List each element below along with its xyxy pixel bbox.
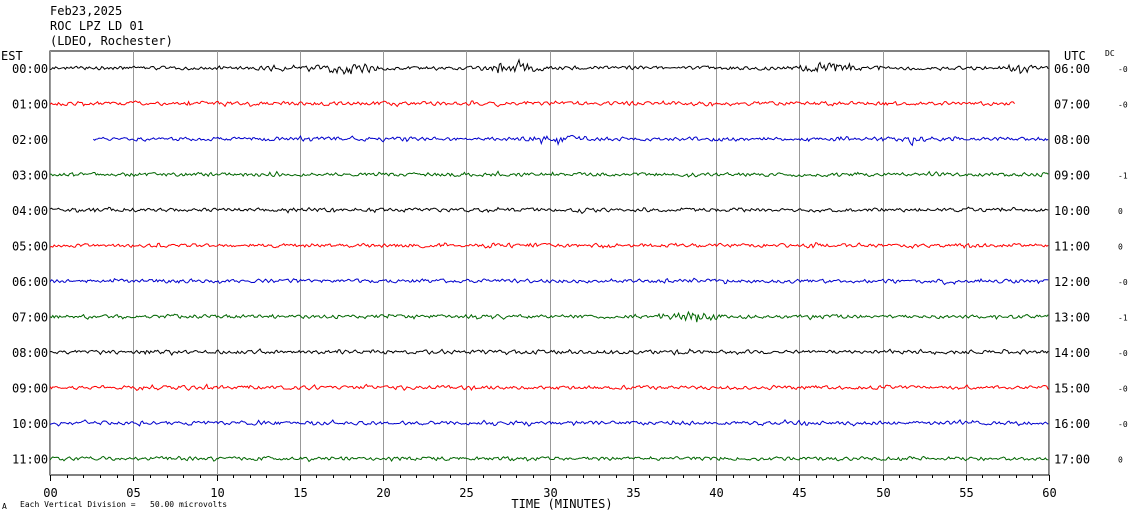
trace-0700 bbox=[49, 310, 1049, 323]
trace-0600 bbox=[49, 277, 1049, 286]
row-left-label: 07:00 bbox=[12, 311, 48, 325]
dc-header-label: DC bbox=[1105, 49, 1115, 58]
row-left-label: 02:00 bbox=[12, 133, 48, 147]
x-tick-label-15: 15 bbox=[293, 486, 307, 500]
right-timezone-label: UTC bbox=[1064, 49, 1086, 63]
row-dc-label: -0 bbox=[1118, 349, 1128, 358]
trace-0300 bbox=[49, 170, 1049, 178]
row-right-label: 09:00 bbox=[1054, 169, 1090, 183]
x-tick-label-40: 40 bbox=[709, 486, 723, 500]
network-label: (LDEO, Rochester) bbox=[50, 34, 173, 48]
left-timezone-label: EST bbox=[1, 49, 23, 63]
row-left-label: 05:00 bbox=[12, 240, 48, 254]
x-tick-label-45: 45 bbox=[792, 486, 806, 500]
trace-0100 bbox=[49, 100, 1015, 108]
x-tick-label-35: 35 bbox=[626, 486, 640, 500]
row-right-label: 08:00 bbox=[1054, 133, 1090, 147]
row-right-label: 12:00 bbox=[1054, 275, 1090, 289]
x-tick-label-60: 60 bbox=[1042, 486, 1056, 500]
x-tick-label-05: 05 bbox=[126, 486, 140, 500]
row-dc-label: 0 bbox=[1118, 207, 1123, 216]
row-left-label: 09:00 bbox=[12, 382, 48, 396]
row-left-label: 01:00 bbox=[12, 98, 48, 112]
row-dc-label: 0 bbox=[1118, 456, 1123, 465]
row-right-label: 17:00 bbox=[1054, 453, 1090, 467]
row-right-label: 16:00 bbox=[1054, 417, 1090, 431]
row-right-label: 06:00 bbox=[1054, 62, 1090, 76]
traces bbox=[49, 58, 1049, 463]
x-tick-label-30: 30 bbox=[543, 486, 557, 500]
date-label: Feb23,2025 bbox=[50, 4, 123, 18]
x-tick-label-25: 25 bbox=[459, 486, 473, 500]
grid-lines bbox=[49, 50, 1050, 481]
trace-0200 bbox=[93, 134, 1049, 147]
row-right-label: 13:00 bbox=[1054, 311, 1090, 325]
row-left-label: 11:00 bbox=[12, 453, 48, 467]
row-right-label: 10:00 bbox=[1054, 204, 1090, 218]
plot-frame bbox=[49, 50, 1050, 476]
scale-note: Each Vertical Division = 50.00 microvolt… bbox=[20, 500, 228, 509]
row-left-label: 04:00 bbox=[12, 204, 48, 218]
row-dc-label: -0 bbox=[1118, 65, 1128, 74]
row-right-label: 11:00 bbox=[1054, 240, 1090, 254]
row-dc-label: -0 bbox=[1118, 278, 1128, 287]
x-tick-label-20: 20 bbox=[376, 486, 390, 500]
x-tick-label-00: 00 bbox=[43, 486, 57, 500]
row-dc-label: -0 bbox=[1118, 420, 1128, 429]
row-left-label: 03:00 bbox=[12, 169, 48, 183]
trace-1000 bbox=[49, 419, 1049, 427]
x-tick-label-50: 50 bbox=[876, 486, 890, 500]
x-tick-label-55: 55 bbox=[959, 486, 973, 500]
trace-0000 bbox=[49, 58, 1049, 75]
trace-0500 bbox=[49, 241, 1049, 250]
trace-1100 bbox=[49, 455, 1049, 463]
x-tick-label-10: 10 bbox=[210, 486, 224, 500]
row-dc-label: -1 bbox=[1118, 172, 1128, 181]
row-left-label: 10:00 bbox=[12, 417, 48, 431]
x-axis-title: TIME (MINUTES) bbox=[511, 497, 612, 511]
footer-mark: A bbox=[2, 502, 7, 511]
row-left-label: 00:00 bbox=[12, 62, 48, 76]
row-left-label: 06:00 bbox=[12, 275, 48, 289]
row-dc-label: -1 bbox=[1118, 314, 1128, 323]
row-right-label: 15:00 bbox=[1054, 382, 1090, 396]
trace-0900 bbox=[49, 383, 1049, 392]
row-dc-label: -0 bbox=[1118, 385, 1128, 394]
trace-0800 bbox=[49, 348, 1049, 356]
row-left-label: 08:00 bbox=[12, 346, 48, 360]
row-right-label: 14:00 bbox=[1054, 346, 1090, 360]
row-right-label: 07:00 bbox=[1054, 98, 1090, 112]
trace-0400 bbox=[49, 206, 1049, 215]
station-label: ROC LPZ LD 01 bbox=[50, 19, 144, 33]
row-dc-label: 0 bbox=[1118, 243, 1123, 252]
row-dc-label: -0 bbox=[1118, 101, 1128, 110]
